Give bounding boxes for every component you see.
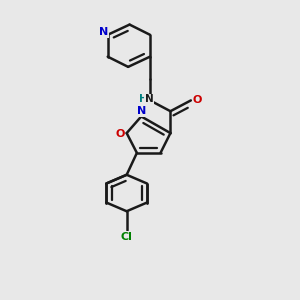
Text: N: N (145, 94, 154, 104)
Text: N: N (137, 106, 146, 116)
Text: H: H (139, 94, 148, 104)
Text: N: N (99, 28, 108, 38)
Text: O: O (116, 129, 125, 139)
Text: Cl: Cl (121, 232, 133, 242)
Text: O: O (193, 95, 202, 105)
